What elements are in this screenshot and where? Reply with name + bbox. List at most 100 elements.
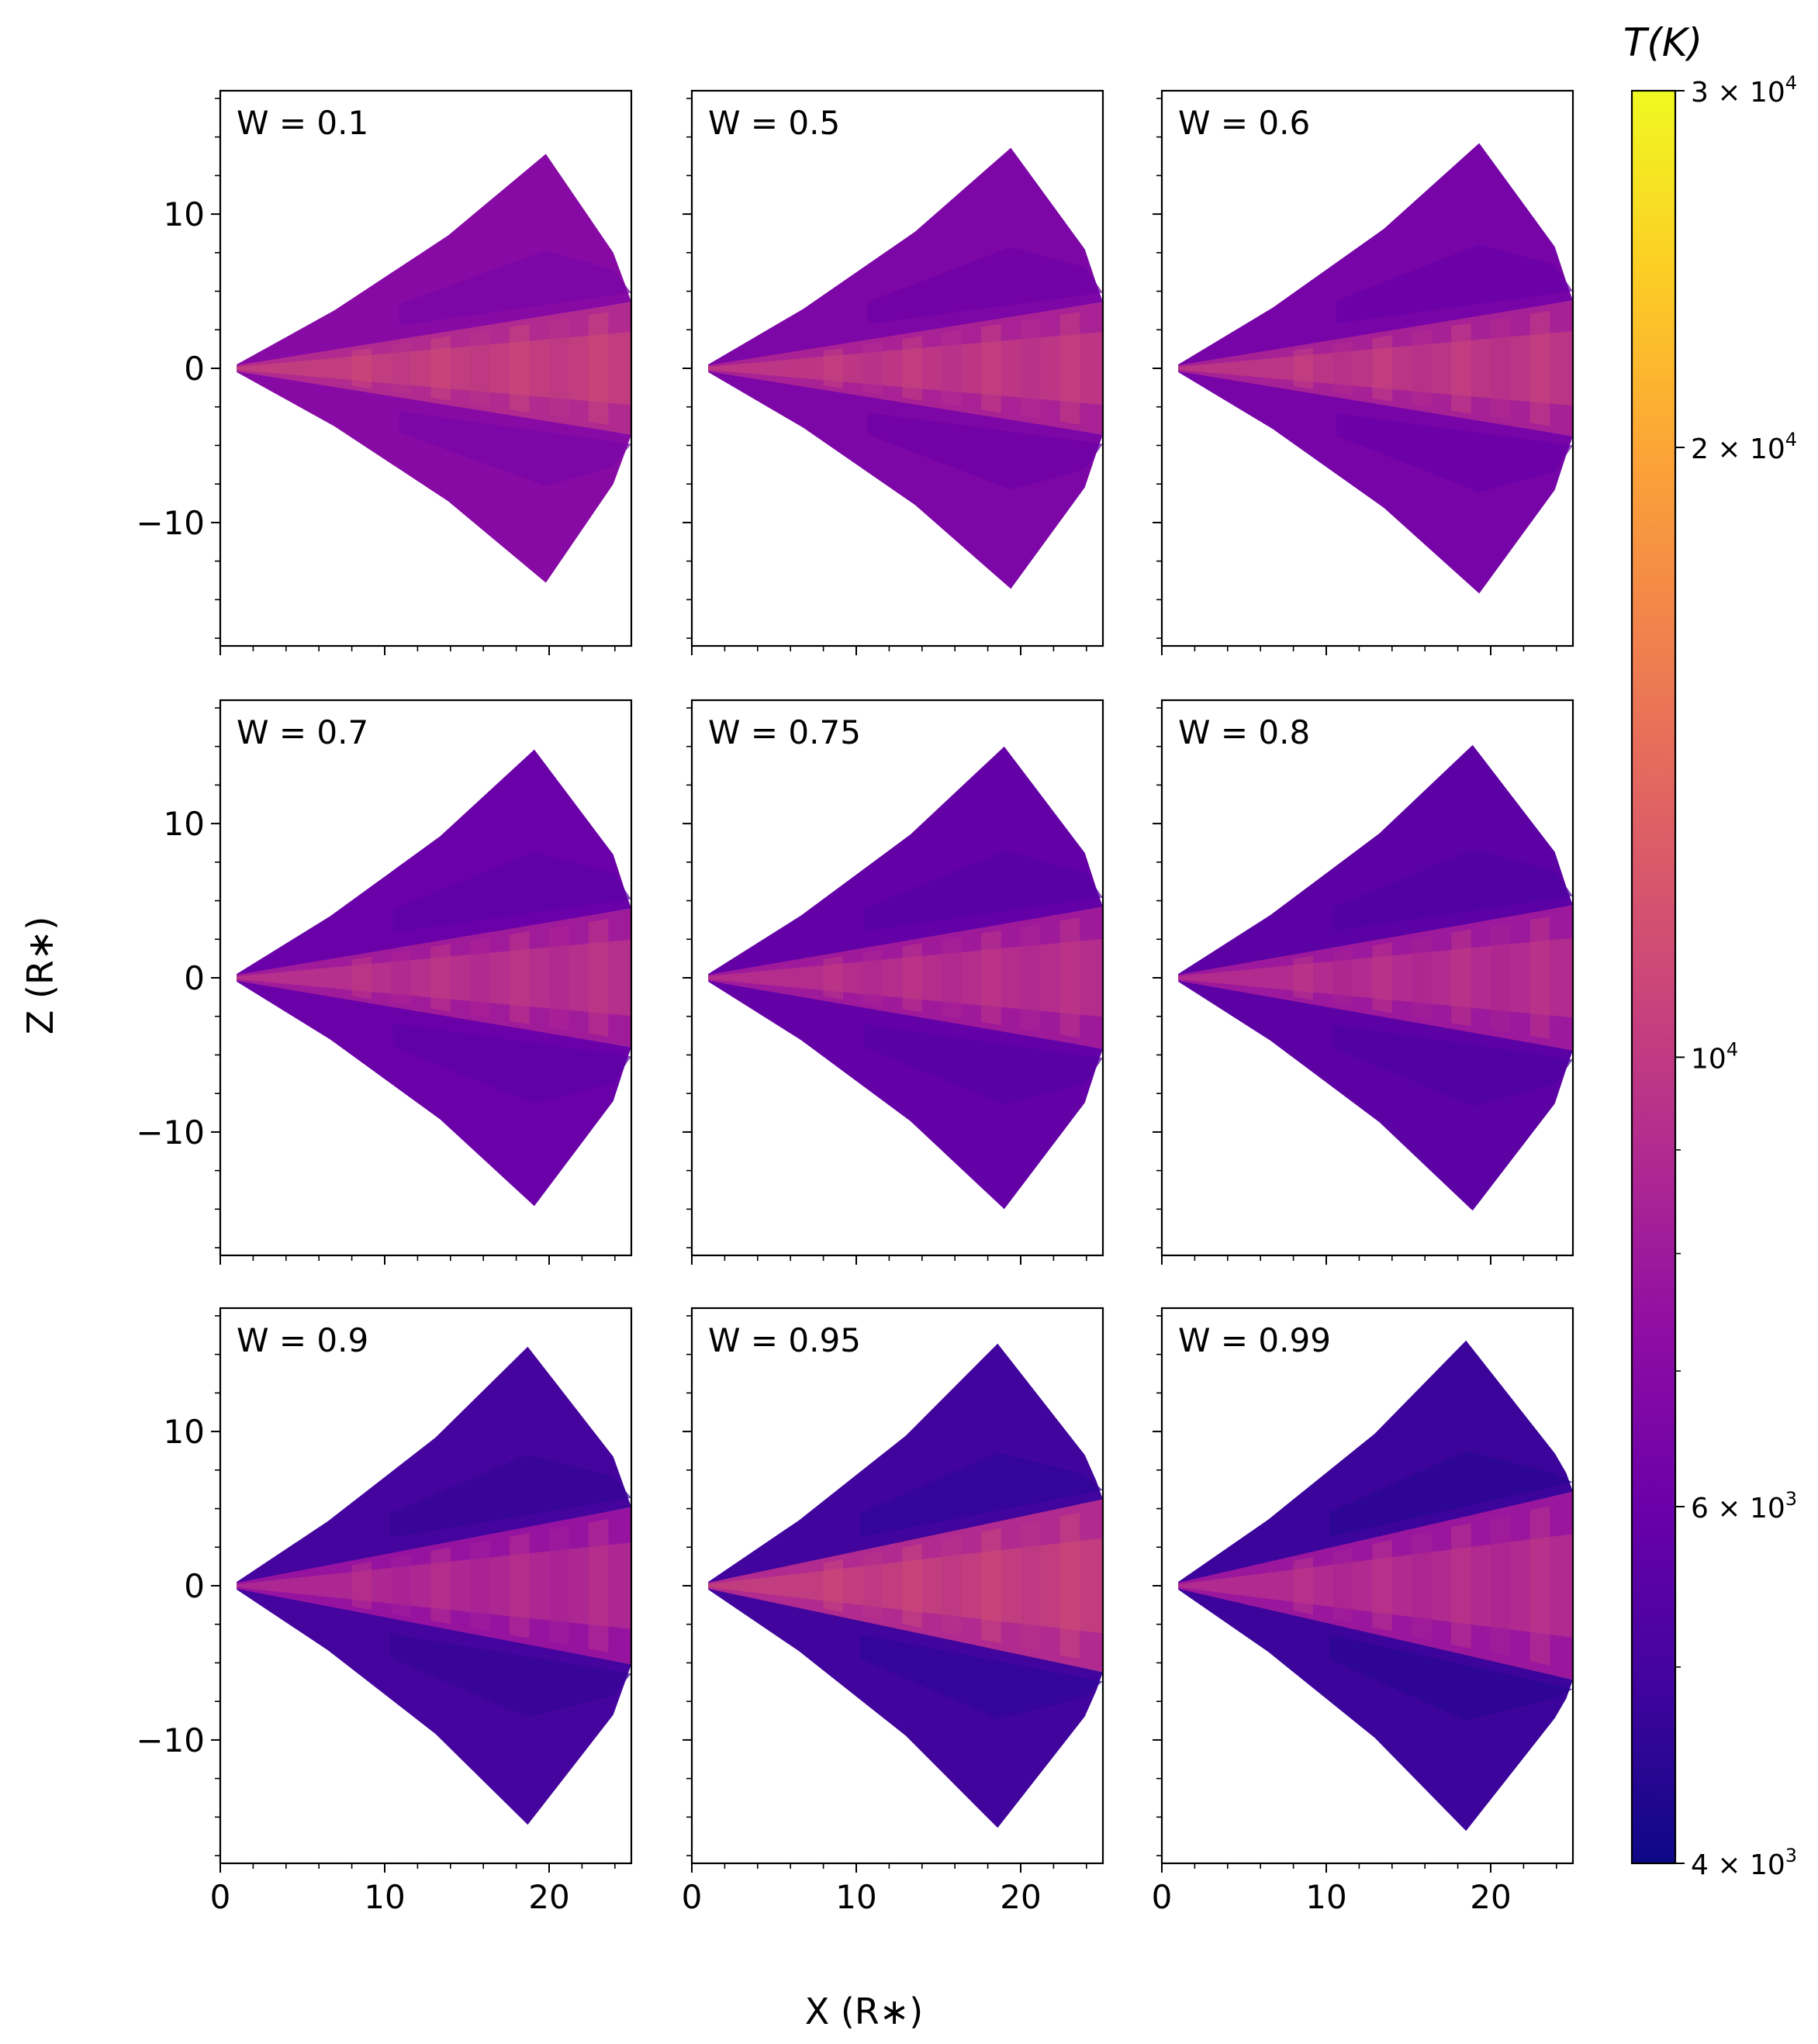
disk-texture: [1021, 1520, 1041, 1652]
panel: W = 0.9 10 0 −10 0 10 20: [136, 1307, 633, 1916]
panel-label: W = 0.95: [708, 1321, 861, 1359]
disk-texture: [942, 330, 962, 407]
disk-texture: [902, 336, 922, 401]
wind-region-upper: [237, 1346, 631, 1585]
wind-shade: [1336, 413, 1573, 492]
wind-shade: [1329, 1451, 1573, 1537]
wind-shade: [1332, 849, 1573, 931]
disk-texture: [1491, 1514, 1511, 1657]
disk-texture: [430, 944, 451, 1012]
x-tick-label: 10: [835, 1878, 876, 1916]
wind-region-upper: [708, 147, 1103, 368]
disk-texture: [1293, 955, 1313, 1000]
panel: W = 0.5: [683, 89, 1104, 655]
disk-texture: [1059, 1512, 1080, 1659]
disk-texture: [1059, 917, 1080, 1038]
x-tick-label: 20: [1470, 1878, 1511, 1916]
disk-texture: [823, 955, 843, 1000]
wind-region-lower: [708, 979, 1103, 1210]
wind-shade: [859, 1452, 1103, 1538]
wind-shade: [389, 1454, 631, 1538]
panel: W = 0.1 10 0 −10: [136, 89, 633, 655]
disk-texture: [510, 931, 530, 1024]
disk-core: [1178, 330, 1573, 406]
wind-region-lower: [237, 369, 631, 583]
wind-region-upper: [237, 154, 631, 368]
disk-texture: [1021, 924, 1041, 1032]
panel: W = 0.6: [1153, 89, 1574, 655]
wind-region-lower: [708, 1587, 1103, 1828]
x-axis-label: X (R∗): [805, 1990, 924, 2032]
y-tick-label: −10: [136, 1721, 205, 1759]
disk-texture: [549, 318, 569, 419]
wind-region-lower: [237, 979, 631, 1207]
colorbar-gradient: [1632, 91, 1675, 1863]
y-tick-label: 10: [164, 195, 205, 233]
colorbar-tick-label: 3 × 104: [1691, 72, 1797, 109]
disk-texture: [981, 323, 1001, 413]
x-tick-label: 20: [528, 1878, 569, 1916]
disk-texture: [470, 330, 490, 407]
disk-texture: [1529, 916, 1550, 1040]
disk-texture: [1372, 942, 1392, 1013]
disk-texture: [1372, 1539, 1392, 1632]
x-tick-label: 0: [210, 1878, 231, 1916]
disk-texture: [470, 1540, 490, 1631]
wind-region-upper: [708, 1343, 1103, 1585]
disk-texture: [1529, 310, 1550, 426]
y-tick-label: 0: [184, 1567, 205, 1605]
wind-shade: [863, 1024, 1103, 1106]
disk-texture: [862, 342, 883, 395]
panel-label: W = 0.6: [1178, 104, 1310, 142]
disk-texture: [351, 956, 372, 1000]
disk-texture: [351, 1561, 372, 1611]
y-tick-label: 10: [164, 1413, 205, 1451]
disk-texture: [823, 1559, 843, 1613]
disk-texture: [1412, 329, 1432, 408]
disk-texture: [1372, 335, 1392, 402]
disk-core: [708, 1538, 1103, 1634]
wind-shade: [389, 1633, 631, 1718]
wind-shade: [1329, 1635, 1573, 1721]
wind-region-upper: [708, 746, 1103, 977]
disk-core: [237, 939, 631, 1017]
panel: W = 0.75: [683, 699, 1104, 1265]
wind-shade: [392, 852, 631, 933]
wind-shade: [867, 247, 1103, 325]
disk-texture: [510, 1533, 530, 1638]
disk-texture: [510, 323, 530, 413]
panel-label: W = 0.8: [1178, 713, 1310, 751]
panel-label: W = 0.1: [237, 104, 368, 142]
disk-texture: [1332, 341, 1353, 395]
disk-texture: [1412, 1531, 1432, 1641]
x-tick-label: 0: [1152, 1878, 1173, 1916]
colorbar-frame: [1630, 89, 1677, 1865]
y-tick-label: −10: [136, 1113, 205, 1151]
disk-texture: [549, 1526, 569, 1645]
disk-core: [708, 938, 1103, 1017]
colorbar: 3 × 104 2 × 104 104 6 × 103 4 × 103 T(K): [1623, 20, 1797, 1881]
y-tick-label: −10: [136, 504, 205, 542]
disk-texture: [470, 937, 490, 1018]
disk-texture: [391, 1554, 411, 1618]
x-tick-label: 0: [682, 1878, 703, 1916]
disk-texture: [1332, 1548, 1353, 1624]
disk-texture: [391, 950, 411, 1006]
disk-core: [708, 332, 1103, 405]
disk-texture: [1412, 936, 1432, 1020]
colorbar-tick-label: 4 × 103: [1691, 1845, 1797, 1881]
wind-shade: [399, 411, 631, 487]
panel: W = 0.8: [1153, 699, 1574, 1265]
disk-texture: [1021, 318, 1041, 419]
disk-texture: [588, 919, 609, 1037]
wind-shade: [1332, 1024, 1573, 1107]
disk-texture: [1332, 948, 1353, 1007]
wind-shade: [399, 250, 631, 326]
disk-texture: [430, 1547, 451, 1624]
x-tick-label: 20: [1000, 1878, 1041, 1916]
wind-region-upper: [237, 749, 631, 977]
panel-label: W = 0.99: [1178, 1321, 1331, 1359]
disk-texture: [942, 937, 962, 1019]
disk-texture: [391, 342, 411, 395]
disk-texture: [823, 347, 843, 389]
